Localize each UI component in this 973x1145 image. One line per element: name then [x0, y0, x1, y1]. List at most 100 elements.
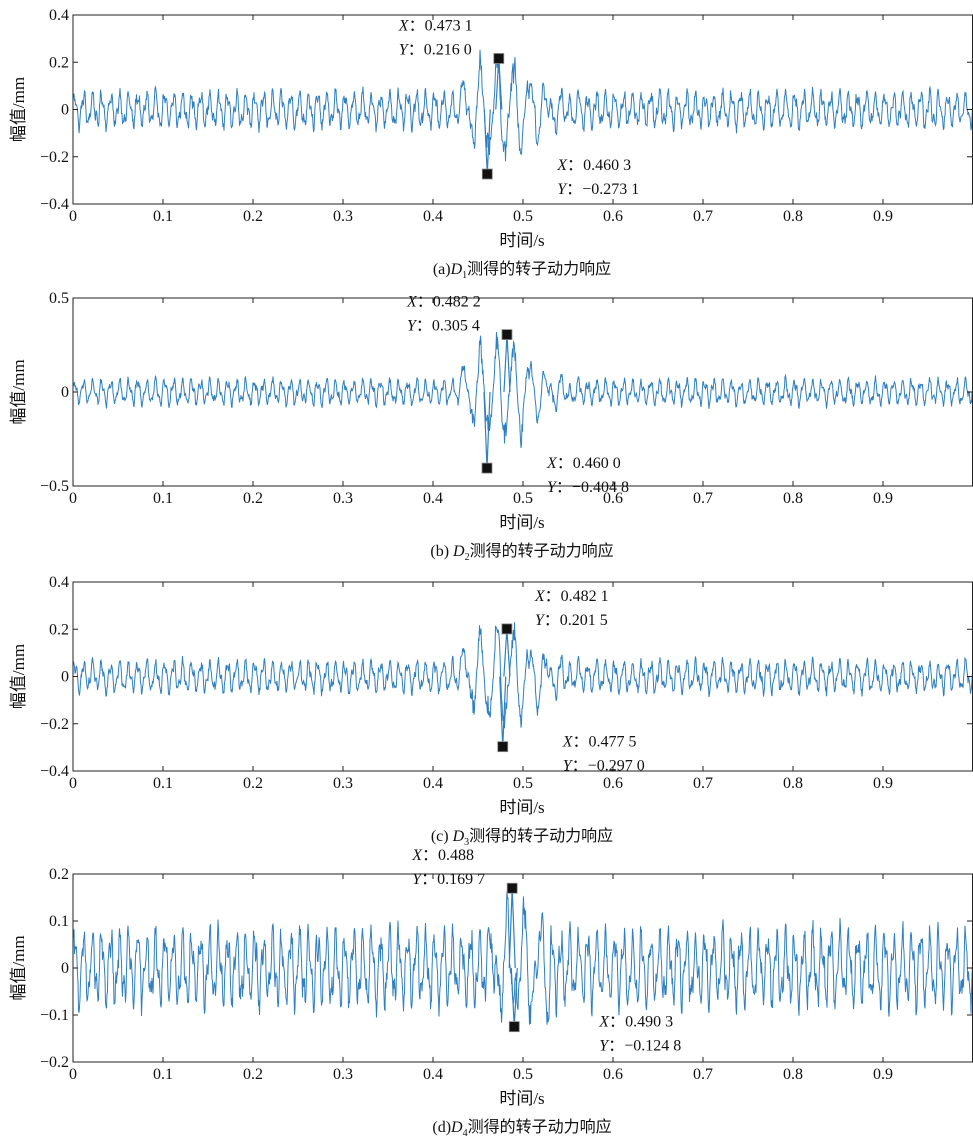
x-tick-label: 0.6 [603, 1066, 623, 1083]
datatip-y-text: Y：0.216 0 [399, 41, 472, 58]
x-tick-label: 0.2 [243, 1066, 263, 1083]
datatip-x-text: X：0.482 1 [534, 588, 609, 605]
x-tick-label: 0.1 [153, 490, 173, 507]
y-tick-label: 0.4 [49, 7, 69, 24]
x-tick-label: 0.1 [153, 775, 173, 792]
x-tick-label: 0.4 [423, 208, 443, 225]
y-axis-label: 幅值/mm [9, 935, 28, 1000]
y-tick-label: 0.2 [49, 866, 69, 883]
x-tick-label: 0.9 [873, 208, 893, 225]
x-tick-label: 0.8 [783, 775, 803, 792]
data-marker [481, 168, 493, 180]
x-tick-label: 0.8 [783, 208, 803, 225]
x-tick-label: 0.7 [693, 490, 713, 507]
x-tick-label: 0.4 [423, 1066, 443, 1083]
x-tick-label: 0.1 [153, 1066, 173, 1083]
y-tick-label: −0.2 [40, 149, 69, 166]
data-marker [506, 882, 518, 894]
signal-peak [503, 628, 511, 677]
x-tick-label: 0.4 [423, 490, 443, 507]
x-tick-label: 0.3 [333, 490, 353, 507]
chart-panel-c: 0 0.1 0.2 0.3 0.4 0.5 0.6 0.7 0.8 0.9 −0.4 −0.2 0 0.2… [9, 574, 973, 848]
figure-caption: (d)D4测得的转子动力响应 [432, 1117, 611, 1139]
x-tick-label: 0.5 [513, 1066, 533, 1083]
datatip-y-text: Y：0.201 5 [535, 612, 608, 629]
x-tick-label: 0.7 [693, 775, 713, 792]
datatip-x-text: X：0.488 [411, 847, 474, 864]
x-tick-label: 0.6 [603, 775, 623, 792]
x-axis-label: 时间/s [499, 798, 544, 817]
y-tick-label: −0.2 [40, 1054, 69, 1071]
datatip-y-text: Y：−0.124 8 [599, 1038, 681, 1055]
x-tick-label: 0.5 [513, 208, 533, 225]
chart-panel-b: 0 0.1 0.2 0.3 0.4 0.5 0.6 0.7 0.8 0.9−0.500.5时间/s… [9, 290, 973, 563]
y-axis-label: 幅值/mm [9, 359, 28, 424]
x-tick-label: 0.5 [513, 490, 533, 507]
y-tick-label: 0.2 [49, 54, 69, 71]
x-tick-label: 0.4 [423, 775, 443, 792]
signal-series [73, 891, 973, 1025]
y-tick-label: 0 [61, 960, 69, 977]
x-tick-label: 0.2 [243, 775, 263, 792]
datatip-y-text: Y：−0.297 0 [563, 758, 645, 775]
y-tick-label: −0.4 [40, 763, 69, 780]
signal-series [73, 622, 973, 729]
x-tick-label: 0.6 [603, 490, 623, 507]
x-tick-label: 0.7 [693, 208, 713, 225]
y-tick-label: −0.1 [40, 1007, 69, 1024]
x-tick-label: 0.7 [693, 1066, 713, 1083]
x-tick-label: 0.5 [513, 775, 533, 792]
datatip-x-text: X：0.490 3 [598, 1014, 673, 1031]
y-tick-label: −0.2 [40, 716, 69, 733]
datatip-x-text: X：0.482 2 [406, 294, 481, 311]
y-tick-label: 0 [61, 384, 69, 401]
x-tick-label: 0.2 [243, 208, 263, 225]
data-marker [508, 1021, 520, 1033]
data-marker [501, 623, 513, 635]
datatip-x-text: X：0.460 0 [546, 455, 621, 472]
y-tick-label: 0.1 [49, 913, 69, 930]
datatip-x-text: X：0.460 3 [556, 157, 631, 174]
data-marker [501, 329, 513, 340]
figure-caption: (b) D2测得的转子动力响应 [430, 541, 613, 563]
signal-series [73, 49, 973, 162]
x-axis-label: 时间/s [499, 1089, 544, 1108]
datatip-y-text: Y：0.305 4 [407, 318, 480, 335]
x-tick-label: 0.8 [783, 490, 803, 507]
x-tick-label: 0.9 [873, 490, 893, 507]
x-tick-label: 0 [69, 208, 77, 225]
datatip-y-text: Y：−0.404 8 [547, 479, 629, 496]
x-tick-label: 0.9 [873, 1066, 893, 1083]
x-tick-label: 0.9 [873, 775, 893, 792]
x-axis-label: 时间/s [499, 513, 544, 532]
x-tick-label: 0.3 [333, 1066, 353, 1083]
x-axis-label: 时间/s [499, 231, 544, 250]
data-marker [481, 462, 493, 474]
chart-panel-d: 0 0.1 0.2 0.3 0.4 0.5 0.6 0.7 0.8 0.9 −0.2 −0.1 0 0.1… [9, 847, 973, 1139]
data-marker [497, 741, 509, 753]
datatip-y-text: Y：−0.273 1 [557, 181, 639, 198]
x-tick-label: 0.3 [333, 775, 353, 792]
signal-peak [503, 334, 511, 393]
y-axis-label: 幅值/mm [9, 644, 28, 709]
y-tick-label: 0.4 [49, 574, 69, 591]
x-tick-label: 0 [69, 775, 77, 792]
x-tick-label: 0.3 [333, 208, 353, 225]
datatip-x-text: X：0.473 1 [398, 17, 473, 34]
y-tick-label: −0.4 [40, 196, 69, 213]
signal-series [73, 331, 973, 449]
y-axis-label: 幅值/mm [9, 77, 28, 142]
signal-peak [483, 391, 491, 469]
datatip-y-text: Y：0.169 7 [412, 871, 485, 888]
figure-caption: (a)D1测得的转子动力响应 [433, 259, 611, 281]
x-tick-label: 0.1 [153, 208, 173, 225]
figure-caption: (c) D3测得的转子动力响应 [431, 826, 613, 848]
datatip-x-text: X：0.477 5 [562, 734, 637, 751]
y-tick-label: 0 [61, 669, 69, 686]
x-tick-label: 0.8 [783, 1066, 803, 1083]
x-tick-label: 0.2 [243, 490, 263, 507]
x-tick-label: 0.6 [603, 208, 623, 225]
y-tick-label: 0.2 [49, 621, 69, 638]
x-tick-label: 0 [69, 490, 77, 507]
